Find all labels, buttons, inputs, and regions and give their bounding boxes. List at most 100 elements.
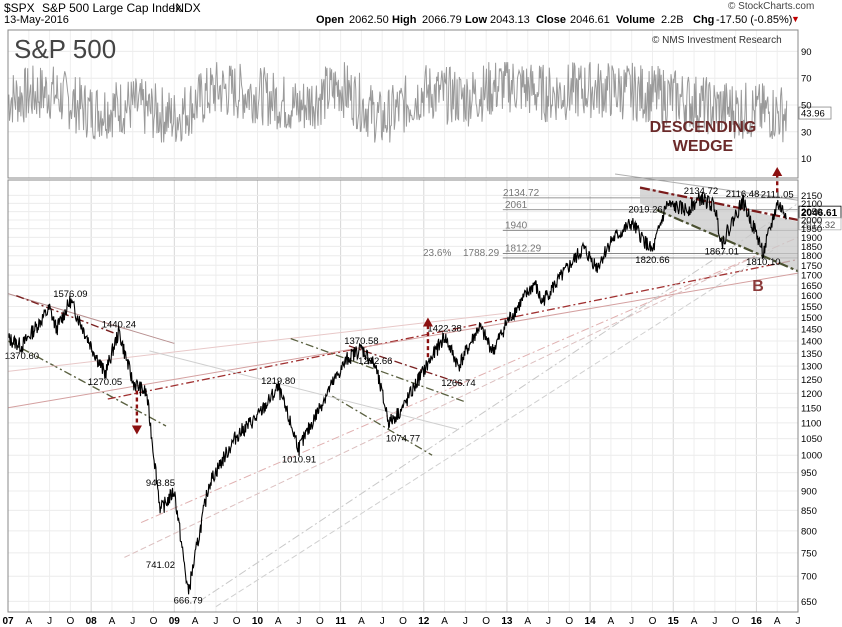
fib-level-label: 2134.72 <box>503 188 540 199</box>
fib-level-label: 2061 <box>505 200 528 211</box>
x-tick-label: 13 <box>501 616 513 627</box>
fib-level-label: 1940 <box>505 220 528 231</box>
chart-date: 13-May-2016 <box>4 14 69 26</box>
low-label: Low <box>465 14 487 26</box>
y-tick-label: 1300 <box>801 362 822 373</box>
pivot-label: 1576.09 <box>53 289 87 300</box>
pivot-label: 1266.74 <box>441 378 475 389</box>
indicator-last-value: 43.96 <box>801 109 825 120</box>
high-label: High <box>392 14 417 26</box>
trendline-pink-mid <box>7 312 508 372</box>
y-tick-label: 1450 <box>801 325 822 336</box>
pivot-label: 1370.58 <box>344 336 378 347</box>
exchange: INDX <box>172 1 201 15</box>
y-tick-label: 1950 <box>801 224 822 235</box>
x-tick-label: O <box>66 616 74 627</box>
up-arrow-2012-icon-head <box>422 317 433 327</box>
y-tick-label: 1100 <box>801 418 821 429</box>
y-tick-label: 950 <box>801 468 817 479</box>
y-tick-label: 1250 <box>801 375 822 386</box>
x-tick-label: O <box>399 616 407 627</box>
y-tick-label: 2100 <box>801 199 822 210</box>
y-tick-label: 1000 <box>801 451 822 462</box>
wave-label: B <box>752 278 764 295</box>
x-tick-label: A <box>608 616 615 627</box>
symbol: $SPX <box>4 1 35 15</box>
x-tick-label: 11 <box>335 616 346 627</box>
x-tick-label: A <box>275 616 282 627</box>
y-tick-label: 1050 <box>801 434 822 445</box>
axes: 07 A J O 08 A J O 09 A J O 10 A J O 11 A J O 12 A J O 13 A J O 14 A J O… <box>2 29 822 627</box>
x-tick-label: 16 <box>751 616 763 627</box>
y-tick-label: 2000 <box>801 215 822 226</box>
high-value: 2066.79 <box>422 14 462 26</box>
open-label: Open <box>316 14 345 26</box>
x-tick-label: O <box>150 616 158 627</box>
indicator-tick-label: 90 <box>801 47 812 58</box>
fib-level-label: 23.6% <box>423 248 451 259</box>
indicator-tick-label: 30 <box>801 127 812 138</box>
pivot-label: 741.02 <box>146 560 175 571</box>
y-tick-label: 2150 <box>801 191 822 202</box>
y-tick-label: 1500 <box>801 313 822 324</box>
x-tick-label: A <box>109 616 116 627</box>
x-tick-label: O <box>316 616 324 627</box>
indicator-frame <box>7 29 799 179</box>
x-tick-label: 14 <box>585 616 597 627</box>
pivot-label: 1820.66 <box>635 255 669 266</box>
low-value: 2043.13 <box>490 14 530 26</box>
x-tick-label: 07 <box>2 616 14 627</box>
x-tick-label: J <box>213 616 218 627</box>
y-tick-label: 1700 <box>801 271 822 282</box>
y-tick-label: 2050 <box>801 207 822 218</box>
volume-value: 2.2B <box>661 14 684 26</box>
y-tick-label: 850 <box>801 506 817 517</box>
ma-value-box <box>798 217 842 231</box>
x-tick-label: O <box>482 616 490 627</box>
y-tick-label: 1600 <box>801 291 822 302</box>
ma-value-label: 2012.32 <box>801 220 835 231</box>
y-tick-label: 1800 <box>801 251 822 262</box>
pivot-label: 943.85 <box>146 478 175 489</box>
y-tick-label: 1750 <box>801 261 822 272</box>
x-tick-label: 10 <box>252 616 264 627</box>
wedge-lower-line <box>656 208 799 273</box>
y-tick-label: 1650 <box>801 281 822 292</box>
x-tick-label: A <box>192 616 199 627</box>
x-tick-label: O <box>649 616 657 627</box>
y-tick-label: 1550 <box>801 302 822 313</box>
y-tick-label: 1200 <box>801 389 822 400</box>
indicator-title: S&P 500 <box>14 34 116 64</box>
pivot-label: 1010.91 <box>282 455 316 466</box>
indicator-tick-label: 10 <box>801 154 812 165</box>
trendline-olive-3 <box>331 395 433 456</box>
pivot-label: 1370.60 <box>5 351 39 362</box>
indicator-tick-label: 70 <box>801 74 812 85</box>
x-tick-label: J <box>130 616 135 627</box>
pivot-label: 1867.01 <box>705 246 739 257</box>
pivot-label: 1440.24 <box>102 319 136 330</box>
x-tick-label: O <box>565 616 573 627</box>
y-tick-label: 1900 <box>801 233 822 244</box>
x-tick-label: O <box>233 616 241 627</box>
x-tick-label: A <box>774 616 781 627</box>
indicator-series-line <box>7 61 788 143</box>
y-tick-label: 900 <box>801 486 817 497</box>
pivot-label: 666.79 <box>174 596 203 607</box>
trendline-long-red <box>107 258 799 400</box>
price-series <box>7 191 788 595</box>
y-tick-label: 750 <box>801 548 817 559</box>
trendline-faint <box>124 255 757 558</box>
y-tick-label: 1400 <box>801 337 822 348</box>
price-frame <box>7 179 799 613</box>
pivot-label: 2116.48 <box>726 189 760 200</box>
indicator-tick-label: 50 <box>801 101 812 112</box>
price-series-line <box>7 191 788 595</box>
x-tick-label: J <box>796 616 801 627</box>
trendline-grey-long <box>198 202 799 602</box>
open-value: 2062.50 <box>349 14 389 26</box>
pivot-label: 1074.77 <box>386 434 420 445</box>
fib-level-label: 1788.29 <box>463 248 500 259</box>
x-tick-label: O <box>732 616 740 627</box>
